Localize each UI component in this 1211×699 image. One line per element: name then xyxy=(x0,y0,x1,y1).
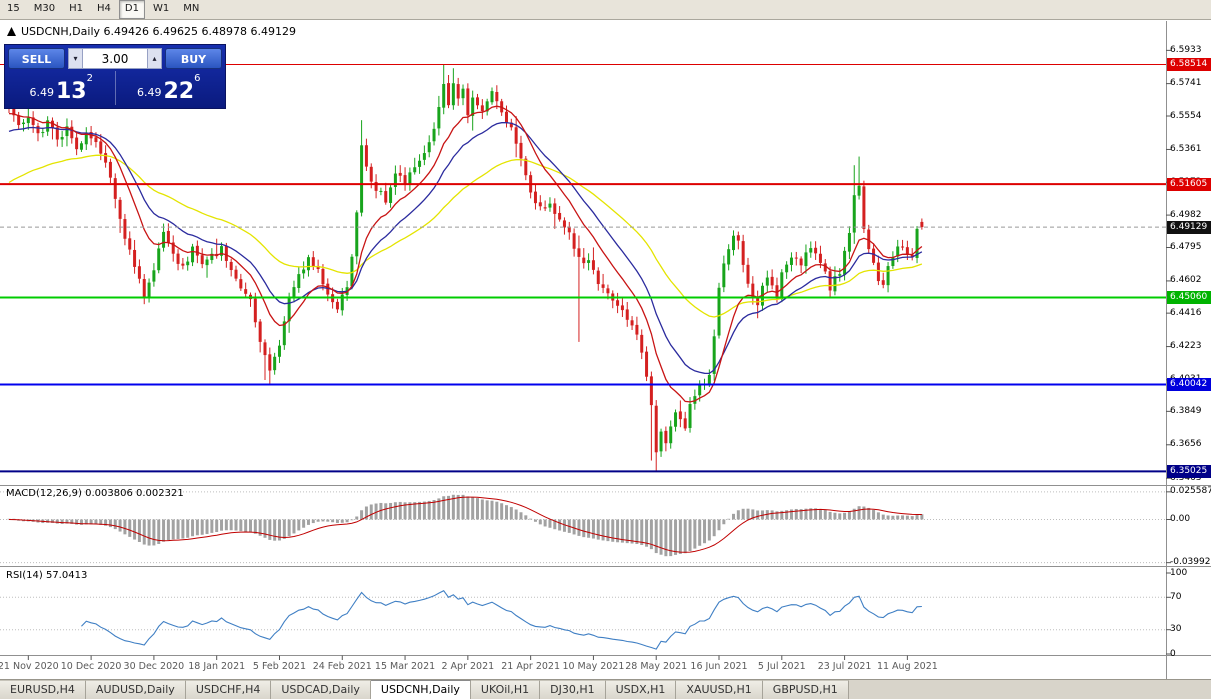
date-axis-label: 11 Aug 2021 xyxy=(876,661,938,672)
timeframe-button-D1[interactable]: D1 xyxy=(118,0,145,19)
chart-marker-icon xyxy=(7,27,16,36)
chart-tab-bar: EURUSD,H4 AUDUSD,Daily USDCHF,H4 USDCAD,Dai… xyxy=(0,679,1211,699)
timeframe-button-W1[interactable]: W1 xyxy=(152,3,170,14)
time-axis[interactable]: 21 Nov 2020 10 Dec 2020 30 Dec 2020 18 Jan … xyxy=(0,656,1211,679)
date-axis-label: 10 May 2021 xyxy=(562,661,625,672)
chart-title-text: USDCNH,Daily 6.49426 6.49625 6.48978 6.4… xyxy=(21,25,296,38)
buy-price[interactable]: 6.49 22 6 xyxy=(116,71,223,105)
rsi-scale-label: 0 xyxy=(1170,648,1176,659)
chart-tab-AUDUSD-Daily[interactable]: AUDUSD,Daily xyxy=(85,680,186,699)
price-axis-label: 6.4602 xyxy=(1170,275,1202,286)
price-axis-label: 6.4416 xyxy=(1170,307,1202,318)
chart-tab-EURUSD-H4[interactable]: EURUSD,H4 xyxy=(0,680,86,699)
timeframe-toolbar: 15 M30 H1 H4 D1 W1 MN xyxy=(0,0,1211,20)
sell-price-big: 13 xyxy=(56,79,87,104)
price-axis-label: 6.5361 xyxy=(1170,143,1202,154)
macd-scale-label: -0.039928 xyxy=(1170,557,1211,568)
price-level-badge: 6.40042 xyxy=(1167,377,1211,391)
volume-input[interactable]: 3.00 xyxy=(83,48,147,69)
price-axis-label: 6.3656 xyxy=(1170,439,1202,450)
sell-price[interactable]: 6.49 13 2 xyxy=(8,71,116,105)
chart-tab-USDCAD-Daily[interactable]: USDCAD,Daily xyxy=(271,680,371,699)
chart-tab-USDCHF-H4[interactable]: USDCHF,H4 xyxy=(185,680,272,699)
timeframe-button-15[interactable]: 15 xyxy=(7,3,20,14)
price-axis-label: 6.5933 xyxy=(1170,44,1202,55)
rsi-scale-label: 30 xyxy=(1170,624,1182,635)
date-axis-label: 24 Feb 2021 xyxy=(312,661,372,672)
price-axis[interactable]: 6.59336.57416.55546.53616.51726.49826.47… xyxy=(1167,21,1211,679)
volume-decrease-button[interactable]: ▾ xyxy=(68,48,83,69)
date-axis-label: 15 Mar 2021 xyxy=(374,661,436,672)
price-axis-label: 6.4982 xyxy=(1170,209,1202,220)
rsi-label: RSI(14) 57.0413 xyxy=(6,570,88,581)
chart-tab-DJ30-H1[interactable]: DJ30,H1 xyxy=(540,680,606,699)
buy-button[interactable]: BUY xyxy=(165,48,222,69)
date-axis-label: 21 Apr 2021 xyxy=(501,661,560,672)
sell-price-prefix: 6.49 xyxy=(29,86,55,99)
buy-price-sup: 6 xyxy=(194,73,201,84)
price-level-badge: 6.49129 xyxy=(1167,220,1211,234)
date-axis-label: 5 Jul 2021 xyxy=(757,661,806,672)
price-axis-label: 6.5554 xyxy=(1170,110,1202,121)
chart-tab-UKOil-H1[interactable]: UKOil,H1 xyxy=(470,680,541,699)
price-level-badge: 6.51605 xyxy=(1167,177,1211,191)
date-axis-label: 5 Feb 2021 xyxy=(252,661,307,672)
timeframe-button-H4[interactable]: H4 xyxy=(96,3,111,14)
macd-scale-label: 0.025587 xyxy=(1170,486,1211,497)
date-axis-label: 21 Nov 2020 xyxy=(0,661,59,672)
date-axis-label: 10 Dec 2020 xyxy=(60,661,122,672)
price-axis-label: 6.3849 xyxy=(1170,405,1202,416)
one-click-trading-panel: SELL ▾ 3.00 ▴ BUY 6.49 13 2 6.49 22 6 xyxy=(4,44,226,109)
chart-tab-USDX-H1[interactable]: USDX,H1 xyxy=(605,680,677,699)
sell-button[interactable]: SELL xyxy=(8,48,65,69)
buy-price-prefix: 6.49 xyxy=(137,86,162,99)
chevron-up-icon: ▴ xyxy=(152,54,157,63)
macd-scale-label: 0.00 xyxy=(1170,514,1191,524)
macd-label: MACD(12,26,9) 0.003806 0.002321 xyxy=(6,488,184,499)
timeframe-button-M30[interactable]: M30 xyxy=(33,3,56,14)
price-level-badge: 6.45060 xyxy=(1167,291,1211,305)
price-level-badge: 6.58514 xyxy=(1167,58,1211,71)
date-axis-label: 2 Apr 2021 xyxy=(441,661,495,672)
price-axis-label: 6.4795 xyxy=(1170,241,1202,252)
timeframe-button-MN[interactable]: MN xyxy=(183,3,200,14)
volume-increase-button[interactable]: ▴ xyxy=(147,48,162,69)
price-axis-label: 6.5741 xyxy=(1170,78,1202,89)
date-axis-label: 16 Jun 2021 xyxy=(690,661,748,672)
chevron-down-icon: ▾ xyxy=(73,54,78,63)
date-axis-label: 30 Dec 2020 xyxy=(123,661,185,672)
date-axis-label: 28 May 2021 xyxy=(625,661,688,672)
price-axis-label: 6.4223 xyxy=(1170,341,1202,352)
chart-tab-XAUUSD-H1[interactable]: XAUUSD,H1 xyxy=(676,680,763,699)
volume-stepper: ▾ 3.00 ▴ xyxy=(68,48,162,69)
rsi-scale-label: 100 xyxy=(1170,567,1188,578)
sell-price-sup: 2 xyxy=(86,73,93,84)
price-level-badge: 6.35025 xyxy=(1167,464,1211,478)
date-axis-label: 23 Jul 2021 xyxy=(817,661,872,672)
date-axis-label: 18 Jan 2021 xyxy=(188,661,246,672)
chart-title: USDCNH,Daily 6.49426 6.49625 6.48978 6.4… xyxy=(7,25,296,38)
timeframe-button-H1[interactable]: H1 xyxy=(69,3,83,14)
chart-tab-GBPUSD-H1[interactable]: GBPUSD,H1 xyxy=(762,680,849,699)
chart-tab-USDCNH-Daily[interactable]: USDCNH,Daily xyxy=(370,680,471,699)
buy-price-big: 22 xyxy=(163,79,195,104)
rsi-scale-label: 70 xyxy=(1170,591,1182,602)
